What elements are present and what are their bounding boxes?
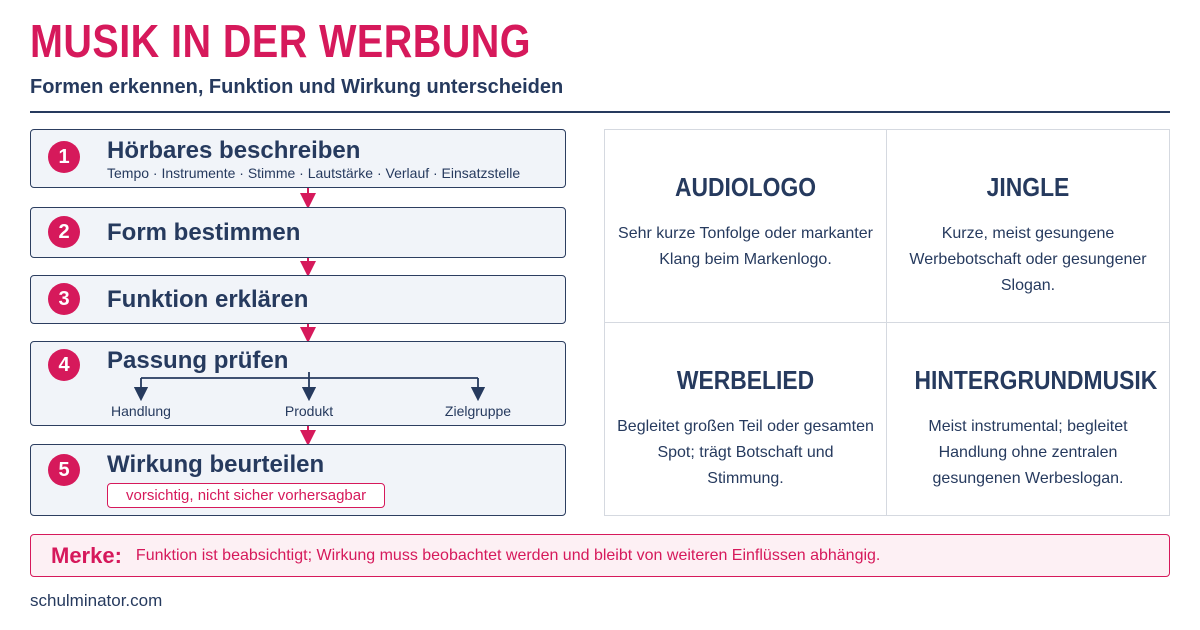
note-box: Merke: Funktion ist beabsichtigt; Wirkun… <box>30 534 1170 577</box>
form-name: AUDIOLOGO <box>674 172 817 202</box>
step-title: Hörbares beschreiben <box>107 137 361 164</box>
step-number: 3 <box>48 283 80 315</box>
step-title: Passung prüfen <box>107 347 289 374</box>
form-description: Begleitet großen Teil oder gesamten Spot… <box>617 417 874 487</box>
form-name: JINGLE <box>986 172 1070 202</box>
step: 5 Wirkung beurteilen vorsichtig, nicht s… <box>30 444 566 516</box>
form-description: Kurze, meist gesungene Werbebotschaft od… <box>909 225 1147 294</box>
form-description: Meist instrumental; begleitet Handlung o… <box>928 417 1128 487</box>
step-number: 5 <box>48 454 80 486</box>
step-note: vorsichtig, nicht sicher vorhersagbar <box>107 483 386 508</box>
step-number: 1 <box>48 141 80 173</box>
note-text: Funktion ist beabsichtigt; Wirkung muss … <box>135 546 881 564</box>
branch-label: Produkt <box>284 403 334 419</box>
subtitle: Formen erkennen, Funktion und Wirkung un… <box>30 76 564 98</box>
step-title: Wirkung beurteilen <box>107 451 325 478</box>
title: MUSIK IN DER WERBUNG <box>30 15 531 67</box>
step-number: 4 <box>48 349 80 381</box>
form-card: AUDIOLOGO Sehr kurze Tonfolge oder marka… <box>605 130 887 323</box>
branch-label: Zielgruppe <box>444 403 512 419</box>
step-number: 2 <box>48 216 80 248</box>
branch-label: Handlung <box>111 403 171 419</box>
form-name: HINTERGRUNDMUSIK <box>914 364 1158 395</box>
forms-grid: AUDIOLOGO Sehr kurze Tonfolge oder marka… <box>604 129 1170 516</box>
note-label: Merke: <box>51 542 122 568</box>
form-card: HINTERGRUNDMUSIK Meist instrumental; beg… <box>887 323 1169 516</box>
step: 3 Funktion erklären <box>30 275 566 324</box>
footer: schulminator.com <box>30 591 163 610</box>
form-description: Sehr kurze Tonfolge oder markanter Klang… <box>618 225 873 268</box>
step-details: Tempo · Instrumente · Stimme · Lautstärk… <box>107 165 521 181</box>
form-card: WERBELIED Begleitet großen Teil oder ges… <box>605 322 887 515</box>
form-card: JINGLE Kurze, meist gesungene Werbebotsc… <box>887 130 1169 323</box>
step: 1 Hörbares beschreiben Tempo · Instrumen… <box>30 129 566 188</box>
step: 2 Form bestimmen <box>30 207 566 258</box>
divider <box>30 111 1170 113</box>
step-title: Form bestimmen <box>107 219 301 246</box>
step-title: Funktion erklären <box>107 286 309 313</box>
step: 4 Passung prüfen Handlung Produkt Zielgr… <box>30 341 566 426</box>
form-name: WERBELIED <box>676 364 815 395</box>
branch-lines <box>133 372 486 402</box>
